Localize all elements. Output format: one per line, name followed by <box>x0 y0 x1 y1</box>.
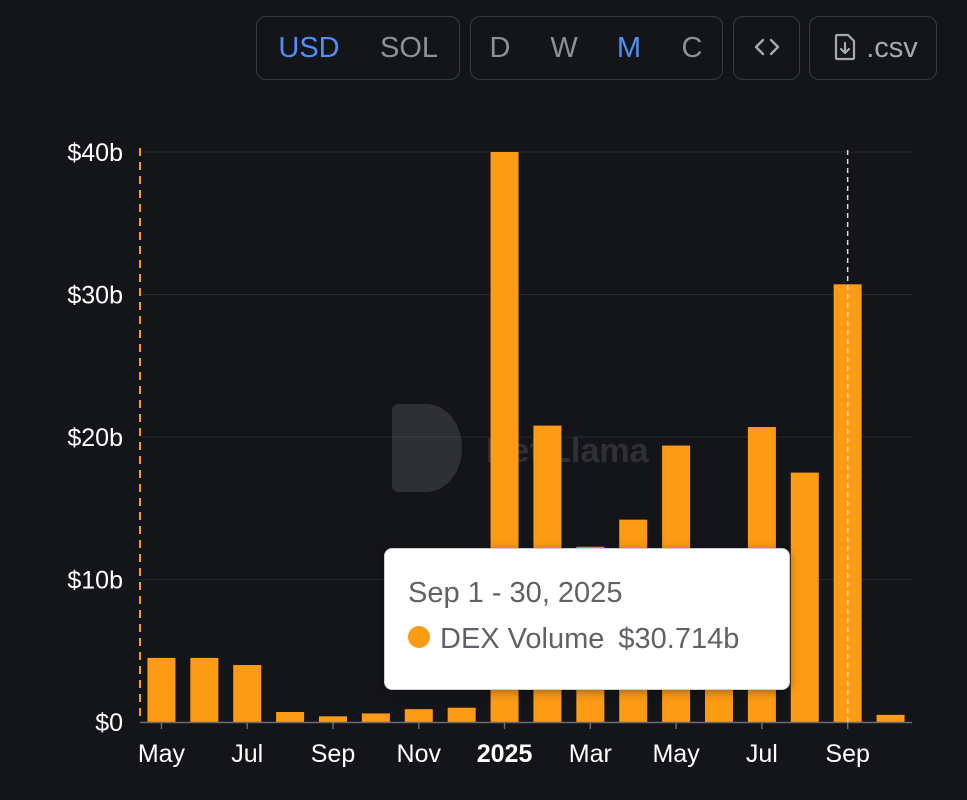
bar <box>276 712 305 722</box>
currency-toggle: USD SOL <box>256 16 460 80</box>
bar <box>790 472 819 722</box>
x-tick-label: May <box>138 740 186 768</box>
x-tick-label: Mar <box>569 740 612 768</box>
x-tick-label: Sep <box>311 740 355 768</box>
x-tick-label: Jul <box>746 740 778 768</box>
bar <box>319 716 347 722</box>
x-tick-label: May <box>652 740 700 768</box>
x-tick-label: Sep <box>825 740 869 768</box>
y-tick-label: $40b <box>67 139 123 167</box>
currency-sol-button[interactable]: SOL <box>379 32 439 64</box>
download-csv-button[interactable]: .csv <box>809 16 937 80</box>
bar <box>404 709 433 722</box>
defillama-watermark: DefiLlama <box>392 404 650 492</box>
currency-usd-button[interactable]: USD <box>278 32 340 64</box>
markers <box>139 148 849 722</box>
bar <box>233 665 262 722</box>
x-tick-label: 2025 <box>477 740 533 768</box>
interval-toggle: D W M C <box>470 16 723 80</box>
series-color-dot <box>408 626 430 648</box>
watermark-logo-icon <box>392 404 462 492</box>
y-tick-label: $20b <box>67 424 123 452</box>
hover-tooltip: Sep 1 - 30, 2025 DEX Volume $30.714b <box>384 548 790 690</box>
interval-monthly-button[interactable]: M <box>616 32 642 64</box>
embed-button[interactable] <box>733 16 800 80</box>
axes: $0 $10b $20b $30b $40b May Jul Sep Nov 2025 Mar May… <box>67 139 912 768</box>
csv-button-label: .csv <box>866 32 918 64</box>
tooltip-row: DEX Volume $30.714b <box>408 623 739 659</box>
bar <box>447 707 476 722</box>
interval-daily-button[interactable]: D <box>489 32 511 64</box>
chart-toolbar: USD SOL D W M C .csv <box>0 16 967 82</box>
x-tick-label: Jul <box>231 740 263 768</box>
tooltip-value: $30.714b <box>618 623 740 655</box>
code-brackets-icon <box>734 17 799 79</box>
y-tick-label: $10b <box>67 567 123 595</box>
y-tick-label: $30b <box>67 282 123 310</box>
x-tick-label: Nov <box>397 740 442 768</box>
interval-cumulative-button[interactable]: C <box>681 32 703 64</box>
bar <box>361 713 390 722</box>
tooltip-series-name: DEX Volume <box>440 623 605 655</box>
file-download-icon <box>830 17 860 79</box>
bar <box>876 714 905 722</box>
bar <box>190 657 219 722</box>
y-tick-label: $0 <box>95 709 123 737</box>
bar <box>147 657 176 722</box>
interval-weekly-button[interactable]: W <box>550 32 578 64</box>
tooltip-title: Sep 1 - 30, 2025 <box>408 577 623 609</box>
